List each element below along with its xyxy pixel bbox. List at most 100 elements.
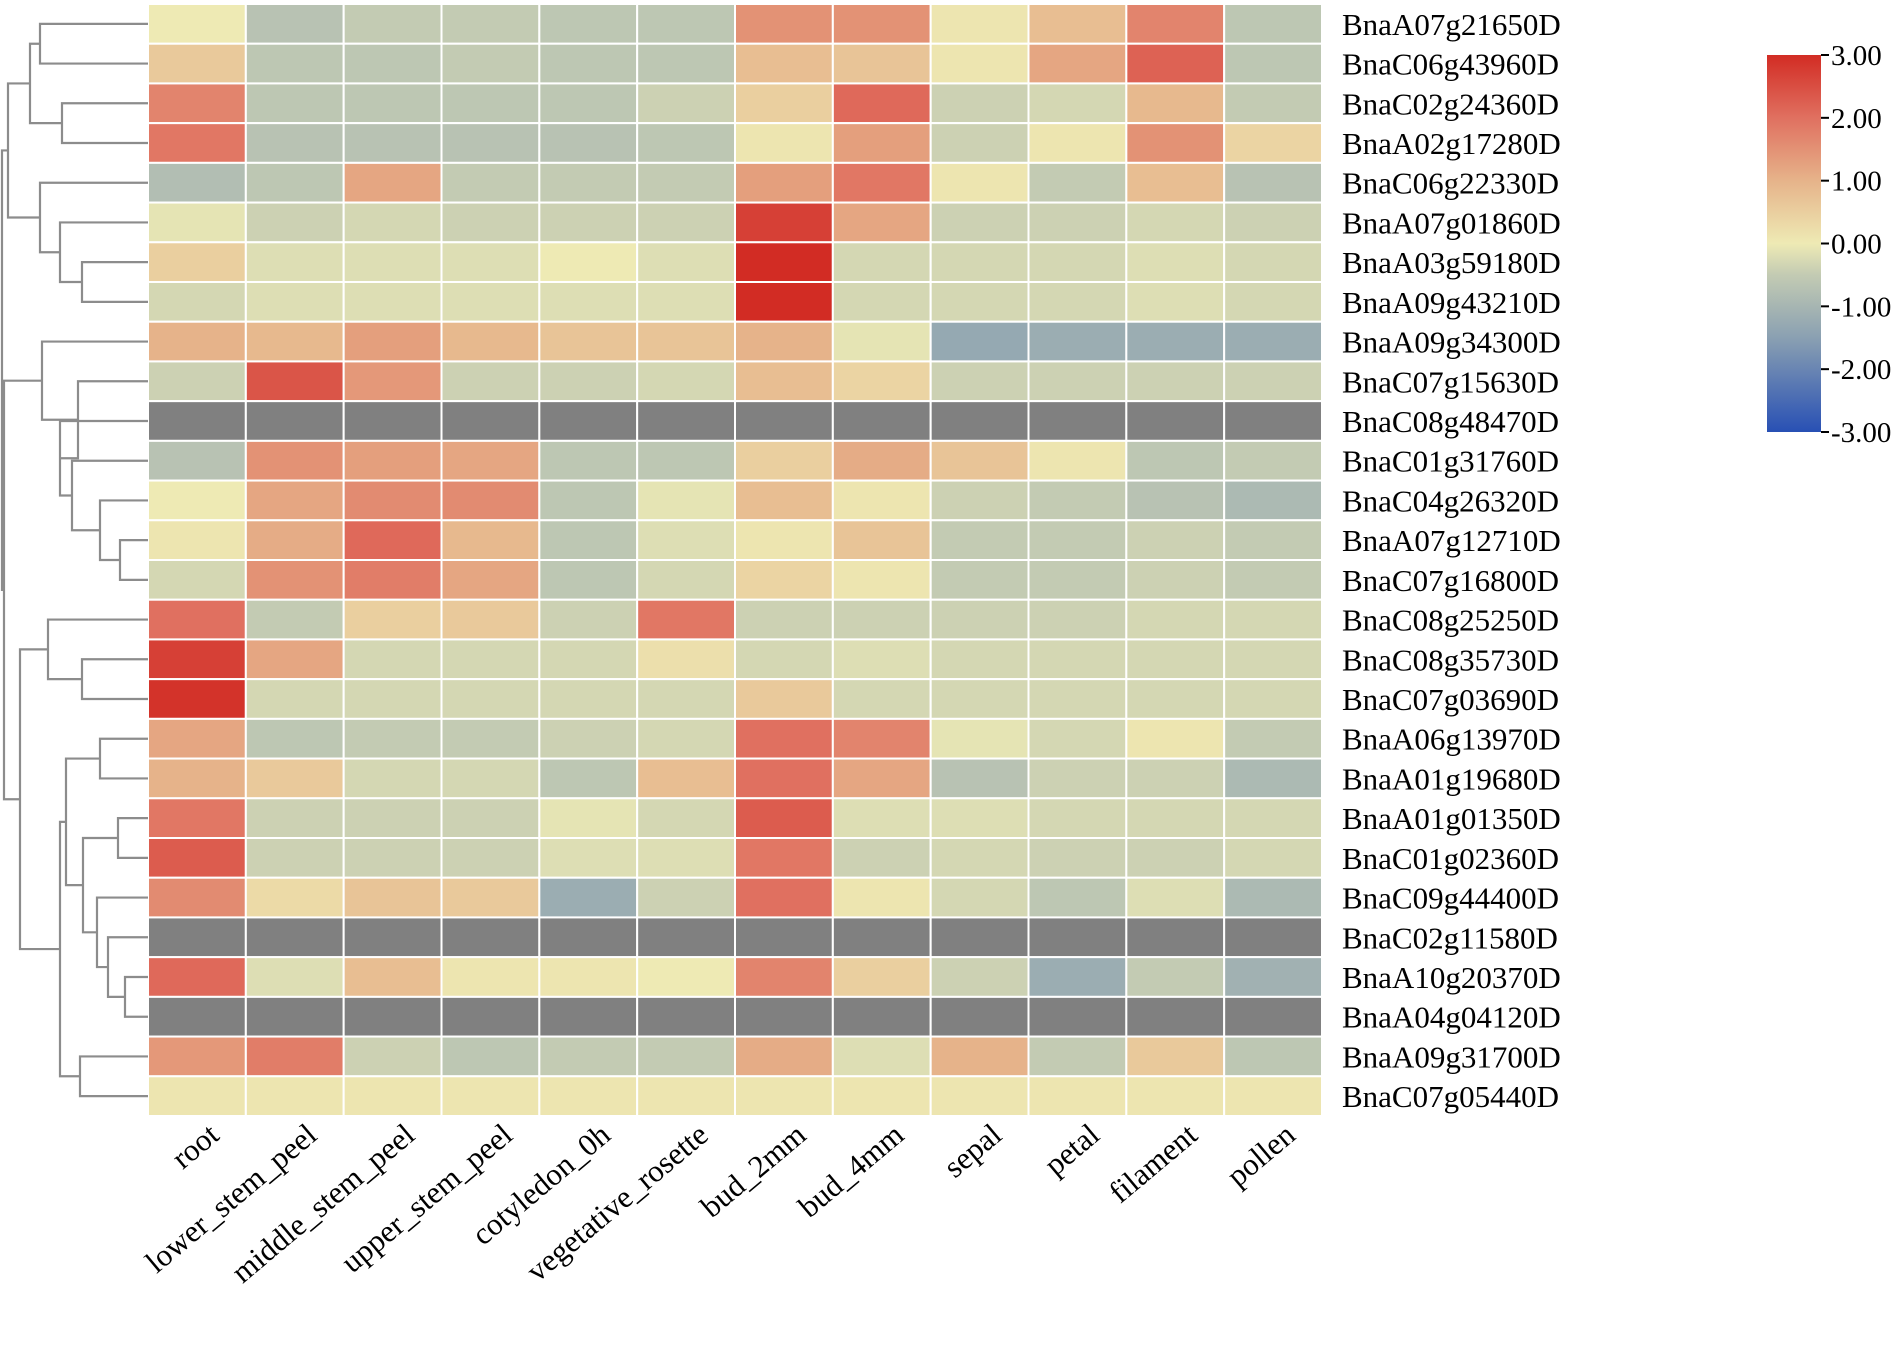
heatmap-cell (734, 201, 834, 244)
heatmap-cell (342, 320, 443, 363)
heatmap-cell (734, 995, 834, 1038)
heatmap-cell (929, 876, 1030, 919)
heatmap-cell (1125, 281, 1226, 323)
heatmap-cell (244, 638, 345, 681)
heatmap-cell (1223, 559, 1323, 601)
gene-label: BnaA10g20370D (1342, 960, 1561, 995)
heatmap-cell (1223, 717, 1323, 760)
dendrogram-branch (95, 896, 148, 969)
heatmap-cell (342, 916, 443, 959)
tissue-labels: rootlower_stem_peelmiddle_stem_peelupper… (139, 1116, 1302, 1289)
gene-label: BnaA01g01350D (1342, 801, 1561, 836)
heatmap-cell (1125, 559, 1226, 601)
heatmap-cell (831, 360, 932, 403)
heatmap-cell (1223, 42, 1323, 85)
heatmap-cell (831, 161, 932, 204)
heatmap-cell (440, 42, 541, 85)
heatmap-cell (929, 1075, 1030, 1118)
heatmap-cell (342, 400, 443, 442)
heatmap-cell (538, 797, 639, 839)
heatmap-cell (147, 82, 247, 125)
heatmap-cell (636, 479, 737, 522)
gene-label: BnaA02g17280D (1342, 126, 1561, 161)
heatmap-cell (147, 956, 247, 998)
heatmap-cell (244, 559, 345, 601)
heatmap-cell (734, 161, 834, 204)
heatmap-cell (538, 717, 639, 760)
heatmap-cell (636, 241, 737, 284)
heatmap-cell (831, 797, 932, 839)
heatmap-cell (636, 320, 737, 363)
heatmap-cell (831, 598, 932, 641)
heatmap-cell (538, 678, 639, 720)
heatmap-cell (1027, 916, 1128, 959)
heatmap-cell (636, 757, 737, 800)
heatmap-cell (831, 42, 932, 85)
heatmap-cell (734, 400, 834, 442)
dendrogram-branch (106, 936, 148, 998)
heatmap-cell (342, 559, 443, 601)
heatmap-cell (831, 241, 932, 284)
heatmap-cell (1125, 439, 1226, 482)
heatmap-cell (538, 1035, 639, 1078)
dendrogram-branch (0, 149, 8, 592)
heatmap-cell (342, 122, 443, 164)
heatmap-cell (831, 439, 932, 482)
heatmap-cell (440, 320, 541, 363)
heatmap-cell (831, 559, 932, 601)
heatmap-cell (929, 479, 1030, 522)
heatmap-cell (1027, 201, 1128, 244)
heatmap-cell (1027, 797, 1128, 839)
dendrogram-branch (38, 181, 148, 254)
heatmap-cell (1223, 757, 1323, 800)
heatmap-cell (929, 757, 1030, 800)
heatmap-cell (734, 439, 834, 482)
heatmap-cell (929, 598, 1030, 641)
heatmap-cell (734, 1075, 834, 1118)
heatmap-cell (831, 82, 932, 125)
heatmap-cell (929, 995, 1030, 1038)
heatmap-cell (244, 360, 345, 403)
heatmap-cell (636, 360, 737, 403)
heatmap-cell (244, 82, 345, 125)
heatmap-cell (929, 1035, 1030, 1078)
colorbar-ticks: 3.00 2.00 1.00 0.00 -1.00 -2.00 -3.00 (1821, 40, 1891, 449)
heatmap-cell (147, 241, 247, 284)
heatmap-cell (1027, 241, 1128, 284)
heatmap-cell (1027, 757, 1128, 800)
heatmap-cell (342, 360, 443, 403)
heatmap-cell (1223, 320, 1323, 363)
heatmap-cell (342, 479, 443, 522)
heatmap-cell (1125, 3, 1226, 45)
heatmap-cell (1125, 241, 1226, 284)
heatmap-cell (147, 3, 247, 45)
heatmap-cell (538, 757, 639, 800)
heatmap-cell (734, 837, 834, 879)
heatmap-cell (636, 161, 737, 204)
heatmap-cell (440, 1035, 541, 1078)
heatmap-cell (1125, 876, 1226, 919)
heatmap-cell (734, 281, 834, 323)
heatmap-cell (244, 122, 345, 164)
gene-label: BnaC06g22330D (1342, 166, 1559, 201)
heatmap-cell (831, 956, 932, 998)
gene-label: BnaC07g05440D (1342, 1079, 1559, 1114)
heatmap-cell (1125, 1075, 1226, 1118)
heatmap-cell (636, 42, 737, 85)
heatmap-cell (1125, 42, 1226, 85)
heatmap-cell (1027, 519, 1128, 561)
heatmap-cell (147, 837, 247, 879)
heatmap-cell (1125, 757, 1226, 800)
heatmap-cell (1223, 678, 1323, 720)
gene-label: BnaA09g34300D (1342, 325, 1561, 360)
heatmap-cell (244, 916, 345, 959)
heatmap-cell (1027, 122, 1128, 164)
heatmap-cell (1125, 678, 1226, 720)
dendrogram-branch (46, 618, 148, 681)
heatmap-cell (538, 161, 639, 204)
heatmap-cell (929, 241, 1030, 284)
heatmap-cell (440, 916, 541, 959)
heatmap-cell (147, 598, 247, 641)
heatmap-cell (147, 439, 247, 482)
heatmap-cell (440, 797, 541, 839)
